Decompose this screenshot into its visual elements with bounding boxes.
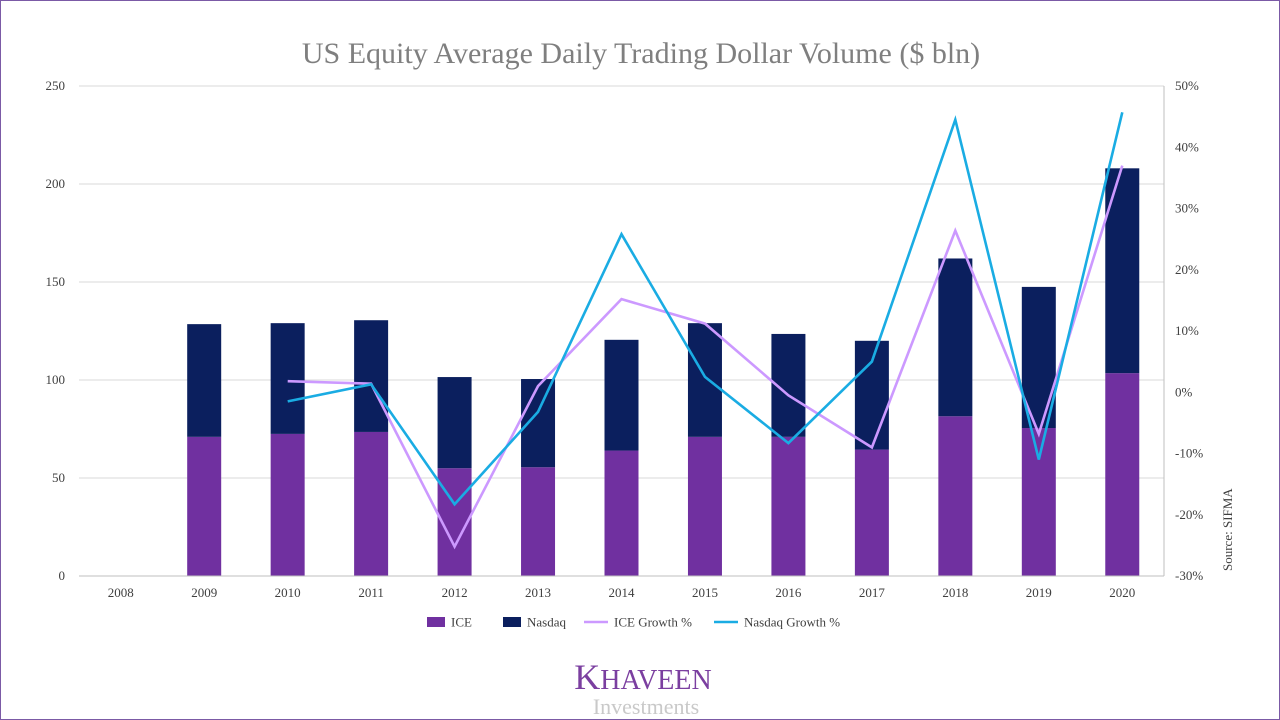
x-tick-label: 2018 [942, 585, 968, 600]
x-tick-label: 2008 [108, 585, 134, 600]
bar-ice [1105, 373, 1140, 576]
y-left-tick-label: 150 [46, 274, 66, 289]
y-left-tick-label: 0 [59, 568, 66, 583]
bar-ice [938, 416, 973, 576]
x-tick-label: 2019 [1026, 585, 1052, 600]
bars [187, 168, 1140, 576]
y-left-tick-label: 50 [52, 470, 65, 485]
y-right-tick-label: 30% [1175, 201, 1199, 216]
source-note: Source: SIFMA [1220, 488, 1235, 571]
legend-swatch-ice [427, 617, 445, 627]
y-right-tick-label: 10% [1175, 323, 1199, 338]
y-right-tick-label: 40% [1175, 139, 1199, 154]
bar-nasdaq [604, 339, 639, 451]
y-right-tick-label: -30% [1175, 568, 1203, 583]
bar-nasdaq [437, 377, 472, 469]
y-right-tick-label: 50% [1175, 78, 1199, 93]
x-tick-label: 2013 [525, 585, 551, 600]
bar-nasdaq [187, 324, 222, 437]
y-right-tick-label: -20% [1175, 507, 1203, 522]
legend-label-nasdaq-growth-: Nasdaq Growth % [744, 615, 840, 630]
x-tick-label: 2011 [358, 585, 384, 600]
x-tick-label: 2014 [609, 585, 636, 600]
line-nasdaq-growth- [287, 111, 1124, 507]
bar-nasdaq [270, 323, 305, 434]
x-tick-label: 2012 [442, 585, 468, 600]
line-ice-growth- [287, 165, 1124, 550]
logo-wordmark: KHAVEEN [574, 657, 711, 697]
legend-label-nasdaq: Nasdaq [527, 615, 566, 630]
bar-nasdaq [1105, 168, 1140, 374]
bar-nasdaq [354, 320, 389, 432]
bar-ice [687, 436, 722, 576]
legend-swatch-nasdaq [503, 617, 521, 627]
y-left-tick-label: 250 [46, 78, 66, 93]
bar-nasdaq [938, 258, 973, 417]
lines [287, 111, 1124, 550]
legend-label-ice: ICE [451, 615, 472, 630]
bar-ice [1021, 428, 1056, 576]
x-tick-label: 2009 [191, 585, 217, 600]
x-tick-label: 2016 [775, 585, 802, 600]
x-tick-label: 2020 [1109, 585, 1135, 600]
x-tick-label: 2010 [275, 585, 301, 600]
bar-ice [771, 436, 806, 576]
bar-nasdaq [854, 340, 889, 450]
logo-subtitle: Investments [593, 694, 699, 719]
y-left-tick-label: 200 [46, 176, 66, 191]
bar-ice [270, 433, 305, 576]
chart-title: US Equity Average Daily Trading Dollar V… [302, 37, 980, 70]
bar-ice [854, 449, 889, 576]
bar-ice [521, 467, 556, 576]
x-tick-label: 2017 [859, 585, 886, 600]
y-left-tick-label: 100 [46, 372, 66, 387]
y-right-tick-label: 20% [1175, 262, 1199, 277]
bar-ice [187, 436, 222, 576]
x-tick-label: 2015 [692, 585, 718, 600]
bar-nasdaq [687, 323, 722, 437]
y-right-tick-label: -10% [1175, 446, 1203, 461]
bar-ice [354, 431, 389, 576]
legend: ICE Nasdaq ICE Growth % Nasdaq Growth % [427, 615, 840, 630]
y-right-tick-label: 0% [1175, 384, 1193, 399]
axes: 0 50 100 150 200 250 -30% -20% -10% 0% 10% 20% 30% 40… [46, 78, 1204, 600]
bar-ice [604, 450, 639, 576]
grid-lines [79, 85, 1164, 479]
legend-label-ice-growth-: ICE Growth % [614, 615, 692, 630]
